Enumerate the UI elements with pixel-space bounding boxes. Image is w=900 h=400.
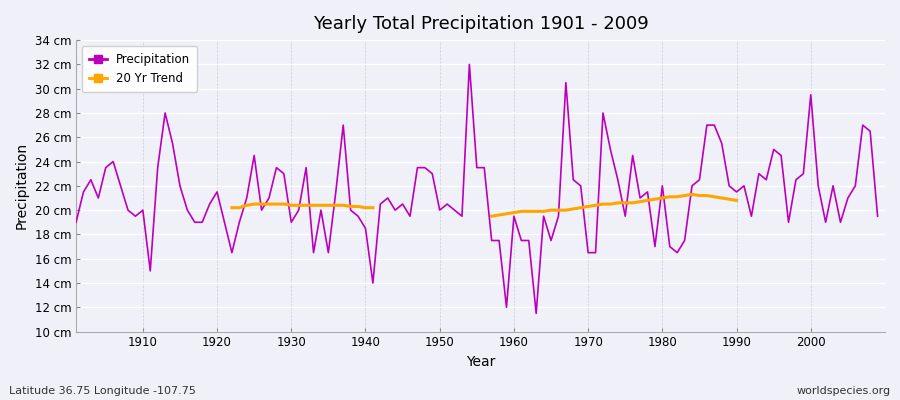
Title: Yearly Total Precipitation 1901 - 2009: Yearly Total Precipitation 1901 - 2009 <box>312 15 648 33</box>
Text: worldspecies.org: worldspecies.org <box>796 386 891 396</box>
Y-axis label: Precipitation: Precipitation <box>15 142 29 230</box>
Text: Latitude 36.75 Longitude -107.75: Latitude 36.75 Longitude -107.75 <box>9 386 196 396</box>
Legend: Precipitation, 20 Yr Trend: Precipitation, 20 Yr Trend <box>82 46 197 92</box>
X-axis label: Year: Year <box>466 355 495 369</box>
